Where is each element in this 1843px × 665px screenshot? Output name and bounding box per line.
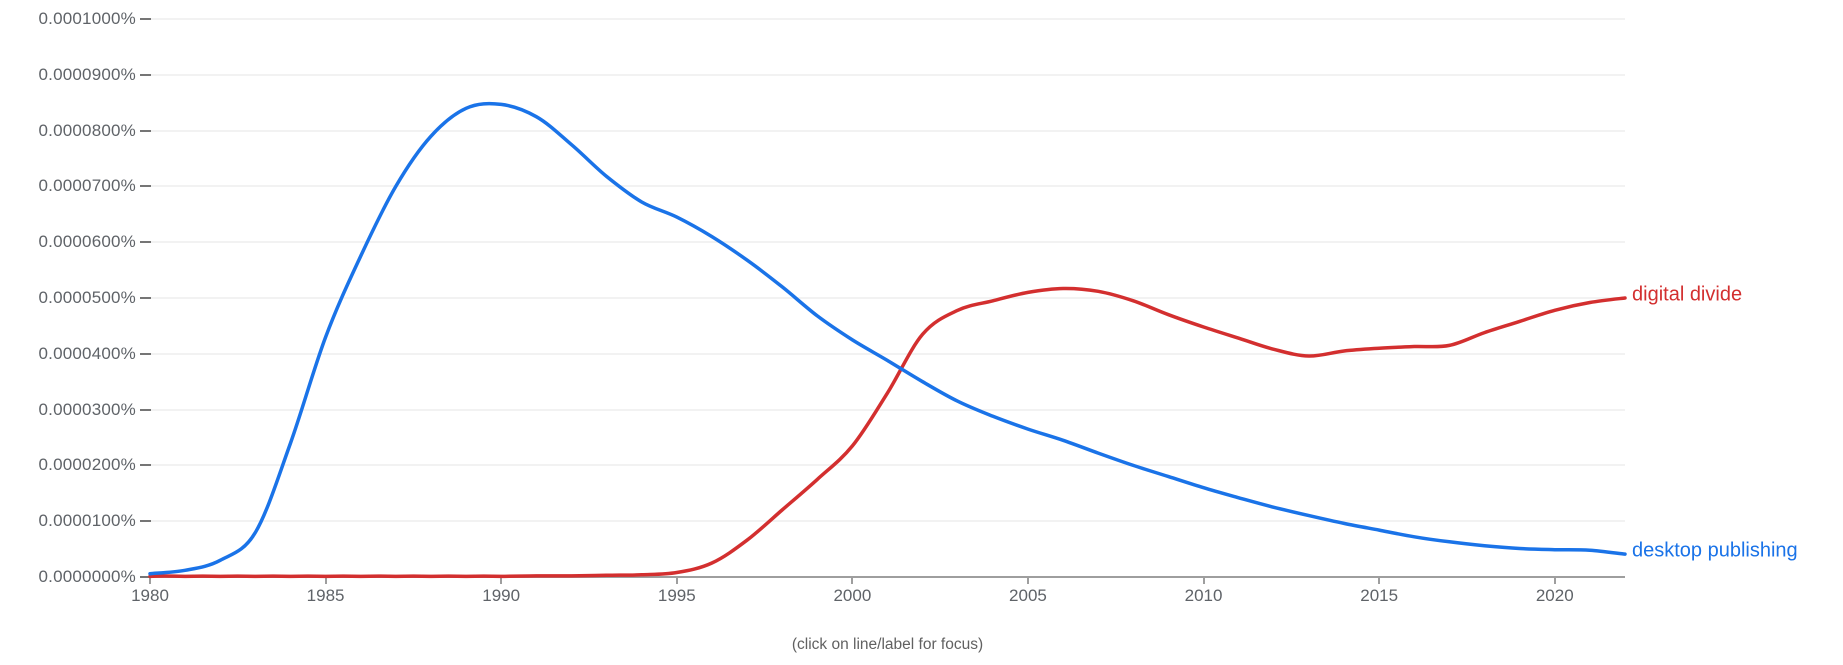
y-tick-mark bbox=[140, 520, 151, 523]
series-line-digital-divide[interactable] bbox=[148, 286, 1627, 579]
x-tick-mark bbox=[1378, 577, 1381, 584]
y-tick-mark bbox=[140, 129, 151, 132]
series-label-desktop-publishing[interactable]: desktop publishing bbox=[1632, 539, 1798, 562]
gridline bbox=[150, 185, 1625, 188]
x-tick-mark bbox=[851, 577, 854, 584]
y-tick-label: 0.0000100% bbox=[38, 511, 136, 531]
x-tick-mark bbox=[675, 577, 678, 584]
y-tick-mark bbox=[140, 576, 151, 578]
y-tick-label: 0.0000900% bbox=[38, 64, 136, 84]
y-tick-mark bbox=[140, 464, 151, 467]
y-tick-label: 0.0000400% bbox=[38, 343, 136, 363]
series-line-desktop-publishing[interactable] bbox=[148, 101, 1627, 576]
x-tick-mark bbox=[324, 577, 327, 584]
y-tick-label: 0.0000000% bbox=[38, 567, 136, 586]
y-tick-mark bbox=[140, 408, 151, 411]
x-tick-mark bbox=[500, 577, 503, 584]
gridline bbox=[150, 408, 1625, 411]
x-tick-label: 1990 bbox=[482, 586, 521, 605]
y-tick-label: 0.0000600% bbox=[38, 232, 136, 252]
y-tick-label: 0.0001000% bbox=[38, 9, 136, 28]
y-tick-label: 0.0000500% bbox=[38, 288, 136, 307]
y-tick-label: 0.0000200% bbox=[38, 455, 136, 475]
x-tick-label: 2010 bbox=[1184, 586, 1223, 605]
x-tick-label: 1985 bbox=[306, 586, 345, 605]
gridline bbox=[150, 129, 1625, 132]
x-tick-label: 1995 bbox=[657, 586, 696, 605]
x-tick-label: 2015 bbox=[1360, 586, 1399, 605]
gridline bbox=[150, 18, 1625, 20]
x-tick-mark bbox=[1202, 577, 1205, 584]
y-tick-mark bbox=[140, 352, 151, 355]
x-tick-label: 2005 bbox=[1009, 586, 1047, 605]
x-tick-label: 2000 bbox=[833, 586, 872, 605]
y-tick-label: 0.0000800% bbox=[38, 120, 136, 140]
gridline bbox=[150, 73, 1625, 76]
y-tick-mark bbox=[140, 241, 151, 244]
x-axis-line bbox=[150, 576, 1625, 578]
y-tick-label: 0.0000700% bbox=[38, 176, 136, 196]
gridline bbox=[150, 520, 1625, 523]
x-tick-mark bbox=[149, 577, 151, 584]
gridline bbox=[150, 241, 1625, 244]
gridline bbox=[150, 352, 1625, 355]
y-tick-label: 0.0000300% bbox=[38, 399, 136, 419]
y-tick-mark bbox=[140, 185, 151, 188]
gridline bbox=[150, 464, 1625, 467]
gridline bbox=[150, 297, 1625, 299]
y-tick-mark bbox=[140, 297, 151, 299]
y-tick-mark bbox=[140, 73, 151, 76]
x-tick-label: 1980 bbox=[131, 586, 169, 605]
y-tick-mark bbox=[140, 18, 151, 20]
x-tick-label: 2020 bbox=[1535, 586, 1574, 605]
x-tick-mark bbox=[1553, 577, 1556, 584]
footer-hint: (click on line/label for focus) bbox=[791, 636, 984, 653]
x-tick-mark bbox=[1026, 577, 1029, 584]
series-label-digital-divide[interactable]: digital divide bbox=[1632, 283, 1743, 306]
